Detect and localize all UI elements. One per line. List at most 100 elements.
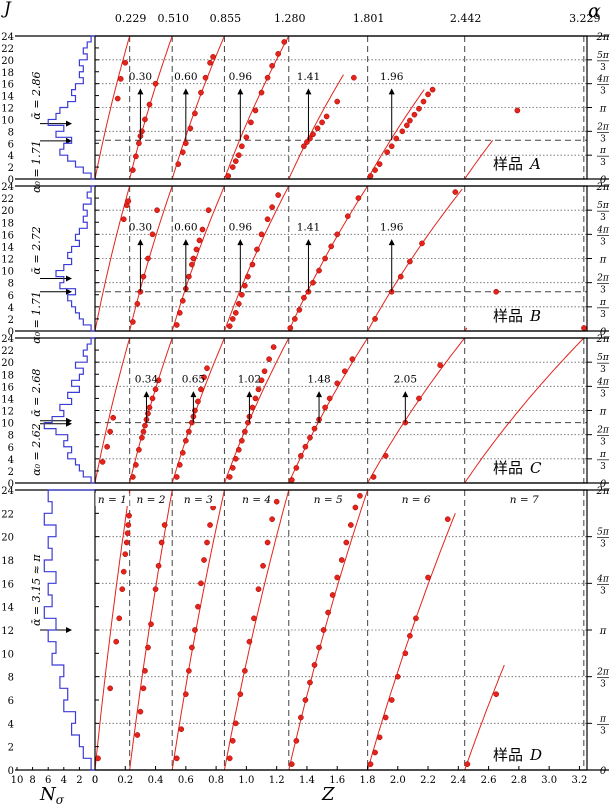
data-point [238,437,245,444]
j-tick-label: 18 [1,68,14,79]
sample-label: 样品 [493,459,523,477]
order-curve [367,337,466,484]
data-point [246,638,253,645]
sample-label: 样品 [493,746,523,764]
data-point [357,492,363,499]
data-point [207,59,213,66]
j-axis-symbol: J [1,0,12,19]
annotation-arrowhead [137,239,144,246]
data-point [155,562,162,569]
alpha-tick-label: 3 [600,134,606,144]
j-tick-label: 0 [8,766,14,777]
data-point [343,539,350,546]
order-label-bg [239,493,274,506]
data-point [229,465,236,471]
data-point [140,273,147,280]
data-point [134,732,141,738]
order-curve [129,489,173,771]
data-point [334,231,341,238]
data-point [229,164,236,170]
order-label: n = 6 [402,494,431,506]
data-point [152,80,159,87]
data-point [198,580,204,587]
nsigma-tick-label: 2 [76,775,82,786]
data-point [310,131,316,138]
z-tick-label: 3.2 [571,775,587,786]
order-curve [94,337,131,484]
annotation-arrowhead [137,88,144,95]
data-point [420,98,427,105]
data-point [304,139,310,145]
data-point [355,195,362,201]
annotation-label: 0.96 [229,222,253,234]
order-curve [94,489,131,771]
alpha0-label: α₀ = 2.62 [30,423,43,476]
data-point [140,428,147,435]
data-point [134,300,141,307]
alpha-axis-symbol: α [588,0,601,22]
annotation-arrowhead [143,391,150,398]
sample-letter: D [529,746,542,764]
order-label-bg [399,493,434,506]
data-point [149,395,156,402]
j-tick-label: 12 [1,104,14,115]
data-point [201,557,207,563]
data-point [114,95,121,102]
data-point [316,644,322,651]
data-point [192,110,198,117]
data-point [242,428,248,435]
data-point [270,344,277,350]
j-tick-label: 0 [8,175,14,186]
data-point [99,459,106,465]
text-layer: 0.229 0.510 0.855 1.280 1.801 2.442 3.2290π32π… [1,12,610,786]
data-point [384,149,391,156]
data-point [226,323,233,330]
data-point [347,522,354,528]
data-point [298,714,304,721]
j-tick-label: 22 [1,44,14,55]
data-point [195,603,201,610]
z-tick-label: 1.0 [238,775,254,786]
data-point [404,122,410,129]
data-point [207,522,213,528]
z-tick-label: 1.2 [269,775,285,786]
data-point [269,516,275,523]
alpha-tick-label: 2π [596,668,610,678]
z-tick-label: 0.6 [178,775,194,786]
data-point [388,697,395,703]
data-point [235,152,242,159]
data-point [326,395,333,402]
data-point [182,691,189,698]
data-point [251,615,257,622]
alpha-tick-label: 2π [596,32,610,43]
data-point [328,243,335,250]
z-tick-label: 0 [92,775,98,786]
data-point [136,140,142,147]
alpha-tick-label: 4π [596,377,610,387]
alpha-tick-label: 4π [596,574,610,584]
annotation-label: 1.48 [307,374,330,386]
order-label: n = 1 [98,494,127,506]
annotation-label: 1.41 [297,222,320,234]
data-point [399,128,406,135]
alpha-tick-label: 2π [596,426,610,436]
alpha0-arrowhead [66,288,72,295]
data-point [210,54,216,60]
order-label-bg [133,493,168,506]
data-point [273,498,280,505]
data-point [419,240,425,247]
data-point [320,627,327,633]
j-tick-label: 16 [1,579,14,590]
annotation-label: 0.60 [174,71,197,83]
data-point [161,522,168,528]
data-point [204,365,210,372]
alpha-tick-label: 4π [596,75,610,85]
alpha-bar-label: ᾱ = 2.72 [30,226,43,274]
data-point [179,449,186,456]
z-tick-label: 1.6 [329,775,345,786]
top-boundary-label: 0.510 [157,12,189,25]
sample-label: 样品 [493,307,523,325]
data-point [235,300,242,307]
data-point [334,574,341,581]
data-point [338,557,345,563]
